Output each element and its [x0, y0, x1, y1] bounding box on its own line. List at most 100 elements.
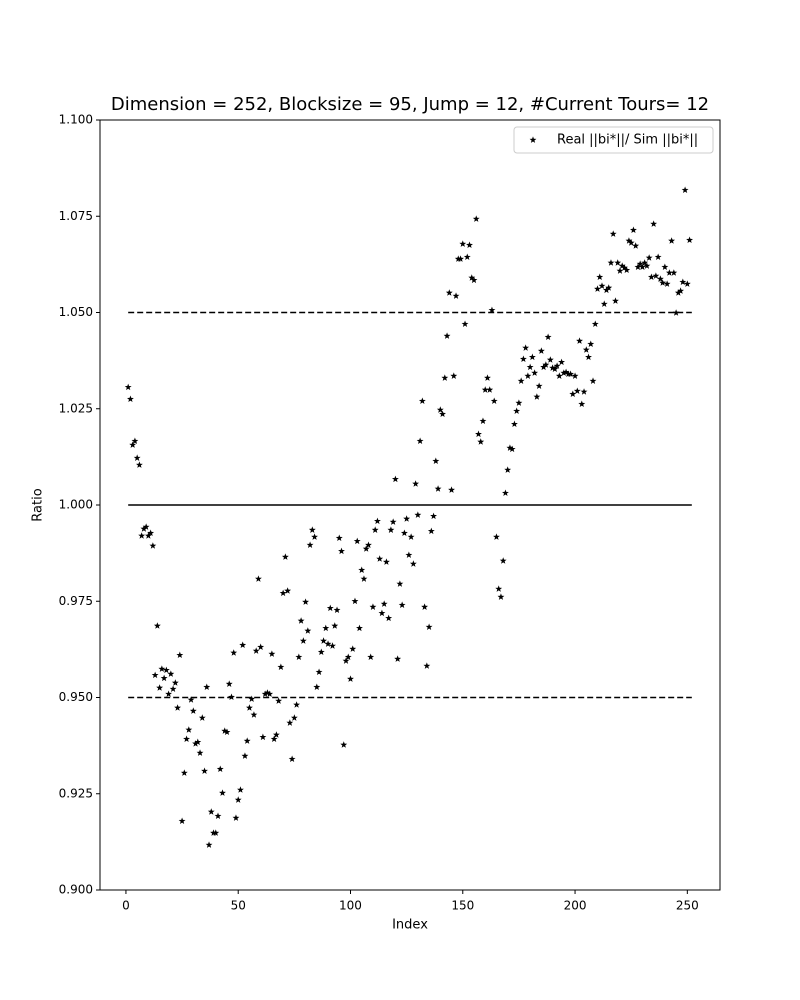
point: [623, 266, 631, 274]
point: [396, 580, 404, 587]
point: [180, 769, 188, 776]
point: [243, 737, 251, 744]
point: [266, 690, 274, 697]
y-tick-label: 1.100: [59, 113, 93, 127]
point: [616, 267, 624, 274]
point: [519, 355, 527, 362]
point: [555, 372, 563, 379]
y-tick-label: 1.075: [59, 209, 93, 223]
point: [463, 253, 471, 260]
y-axis-label: Ratio: [31, 488, 46, 521]
point: [576, 337, 583, 344]
point: [641, 259, 649, 266]
point: [241, 752, 249, 759]
point: [201, 767, 208, 774]
point: [183, 735, 190, 742]
point: [486, 386, 494, 393]
point: [654, 253, 662, 260]
point: [360, 575, 368, 582]
point: [320, 637, 327, 644]
point: [448, 486, 455, 493]
point: [679, 278, 687, 285]
point: [135, 461, 143, 468]
point: [677, 287, 685, 294]
x-tick-label: 0: [122, 899, 130, 913]
point: [659, 279, 667, 286]
point: [672, 309, 680, 316]
point: [203, 683, 211, 691]
point: [683, 280, 691, 287]
point: [326, 604, 334, 612]
point: [207, 808, 215, 815]
point: [643, 262, 651, 269]
point: [571, 372, 579, 379]
point: [443, 332, 451, 339]
point: [495, 585, 503, 592]
point: [681, 186, 689, 193]
point: [533, 393, 541, 400]
point: [621, 264, 628, 271]
point: [582, 346, 590, 353]
point: [344, 653, 352, 660]
point: [452, 292, 460, 299]
point: [295, 653, 303, 660]
point: [219, 789, 226, 796]
point: [432, 457, 440, 465]
point: [308, 526, 316, 533]
point: [634, 263, 642, 270]
point: [228, 693, 235, 701]
point: [387, 526, 395, 533]
point: [625, 237, 633, 244]
point: [504, 466, 512, 473]
legend-box: [513, 126, 714, 154]
point: [421, 603, 429, 610]
point: [526, 363, 534, 371]
y-tick-label: 1.050: [59, 305, 93, 319]
point: [315, 668, 323, 675]
point: [331, 622, 339, 629]
point: [414, 511, 422, 518]
point: [138, 532, 146, 539]
point: [436, 406, 444, 413]
point: [239, 641, 247, 649]
point: [515, 399, 523, 406]
point: [569, 390, 577, 398]
point: [535, 382, 543, 389]
point: [169, 685, 177, 692]
point: [407, 533, 415, 540]
point: [549, 364, 557, 371]
point: [277, 663, 285, 670]
legend-marker: [529, 136, 537, 143]
point: [663, 280, 671, 287]
point: [558, 358, 565, 366]
point: [162, 666, 170, 674]
point: [250, 711, 258, 718]
point: [270, 735, 278, 742]
point: [335, 534, 343, 542]
point: [490, 397, 498, 404]
point: [263, 689, 271, 696]
point: [484, 374, 491, 381]
point: [385, 614, 393, 622]
point: [686, 236, 693, 244]
point: [418, 397, 426, 404]
point: [196, 749, 204, 756]
point: [297, 617, 305, 624]
point: [497, 593, 505, 600]
point: [333, 606, 341, 614]
point: [358, 566, 366, 573]
point: [378, 609, 386, 617]
legend-label: Real ||bi*||/ Sim ||bi*||: [557, 133, 698, 148]
point: [423, 662, 431, 669]
point: [506, 444, 514, 451]
point: [614, 259, 622, 266]
point: [513, 407, 521, 414]
point: [630, 226, 637, 234]
point: [252, 647, 260, 654]
point: [472, 215, 480, 222]
point: [405, 551, 413, 558]
point: [167, 670, 175, 677]
point: [221, 727, 229, 734]
